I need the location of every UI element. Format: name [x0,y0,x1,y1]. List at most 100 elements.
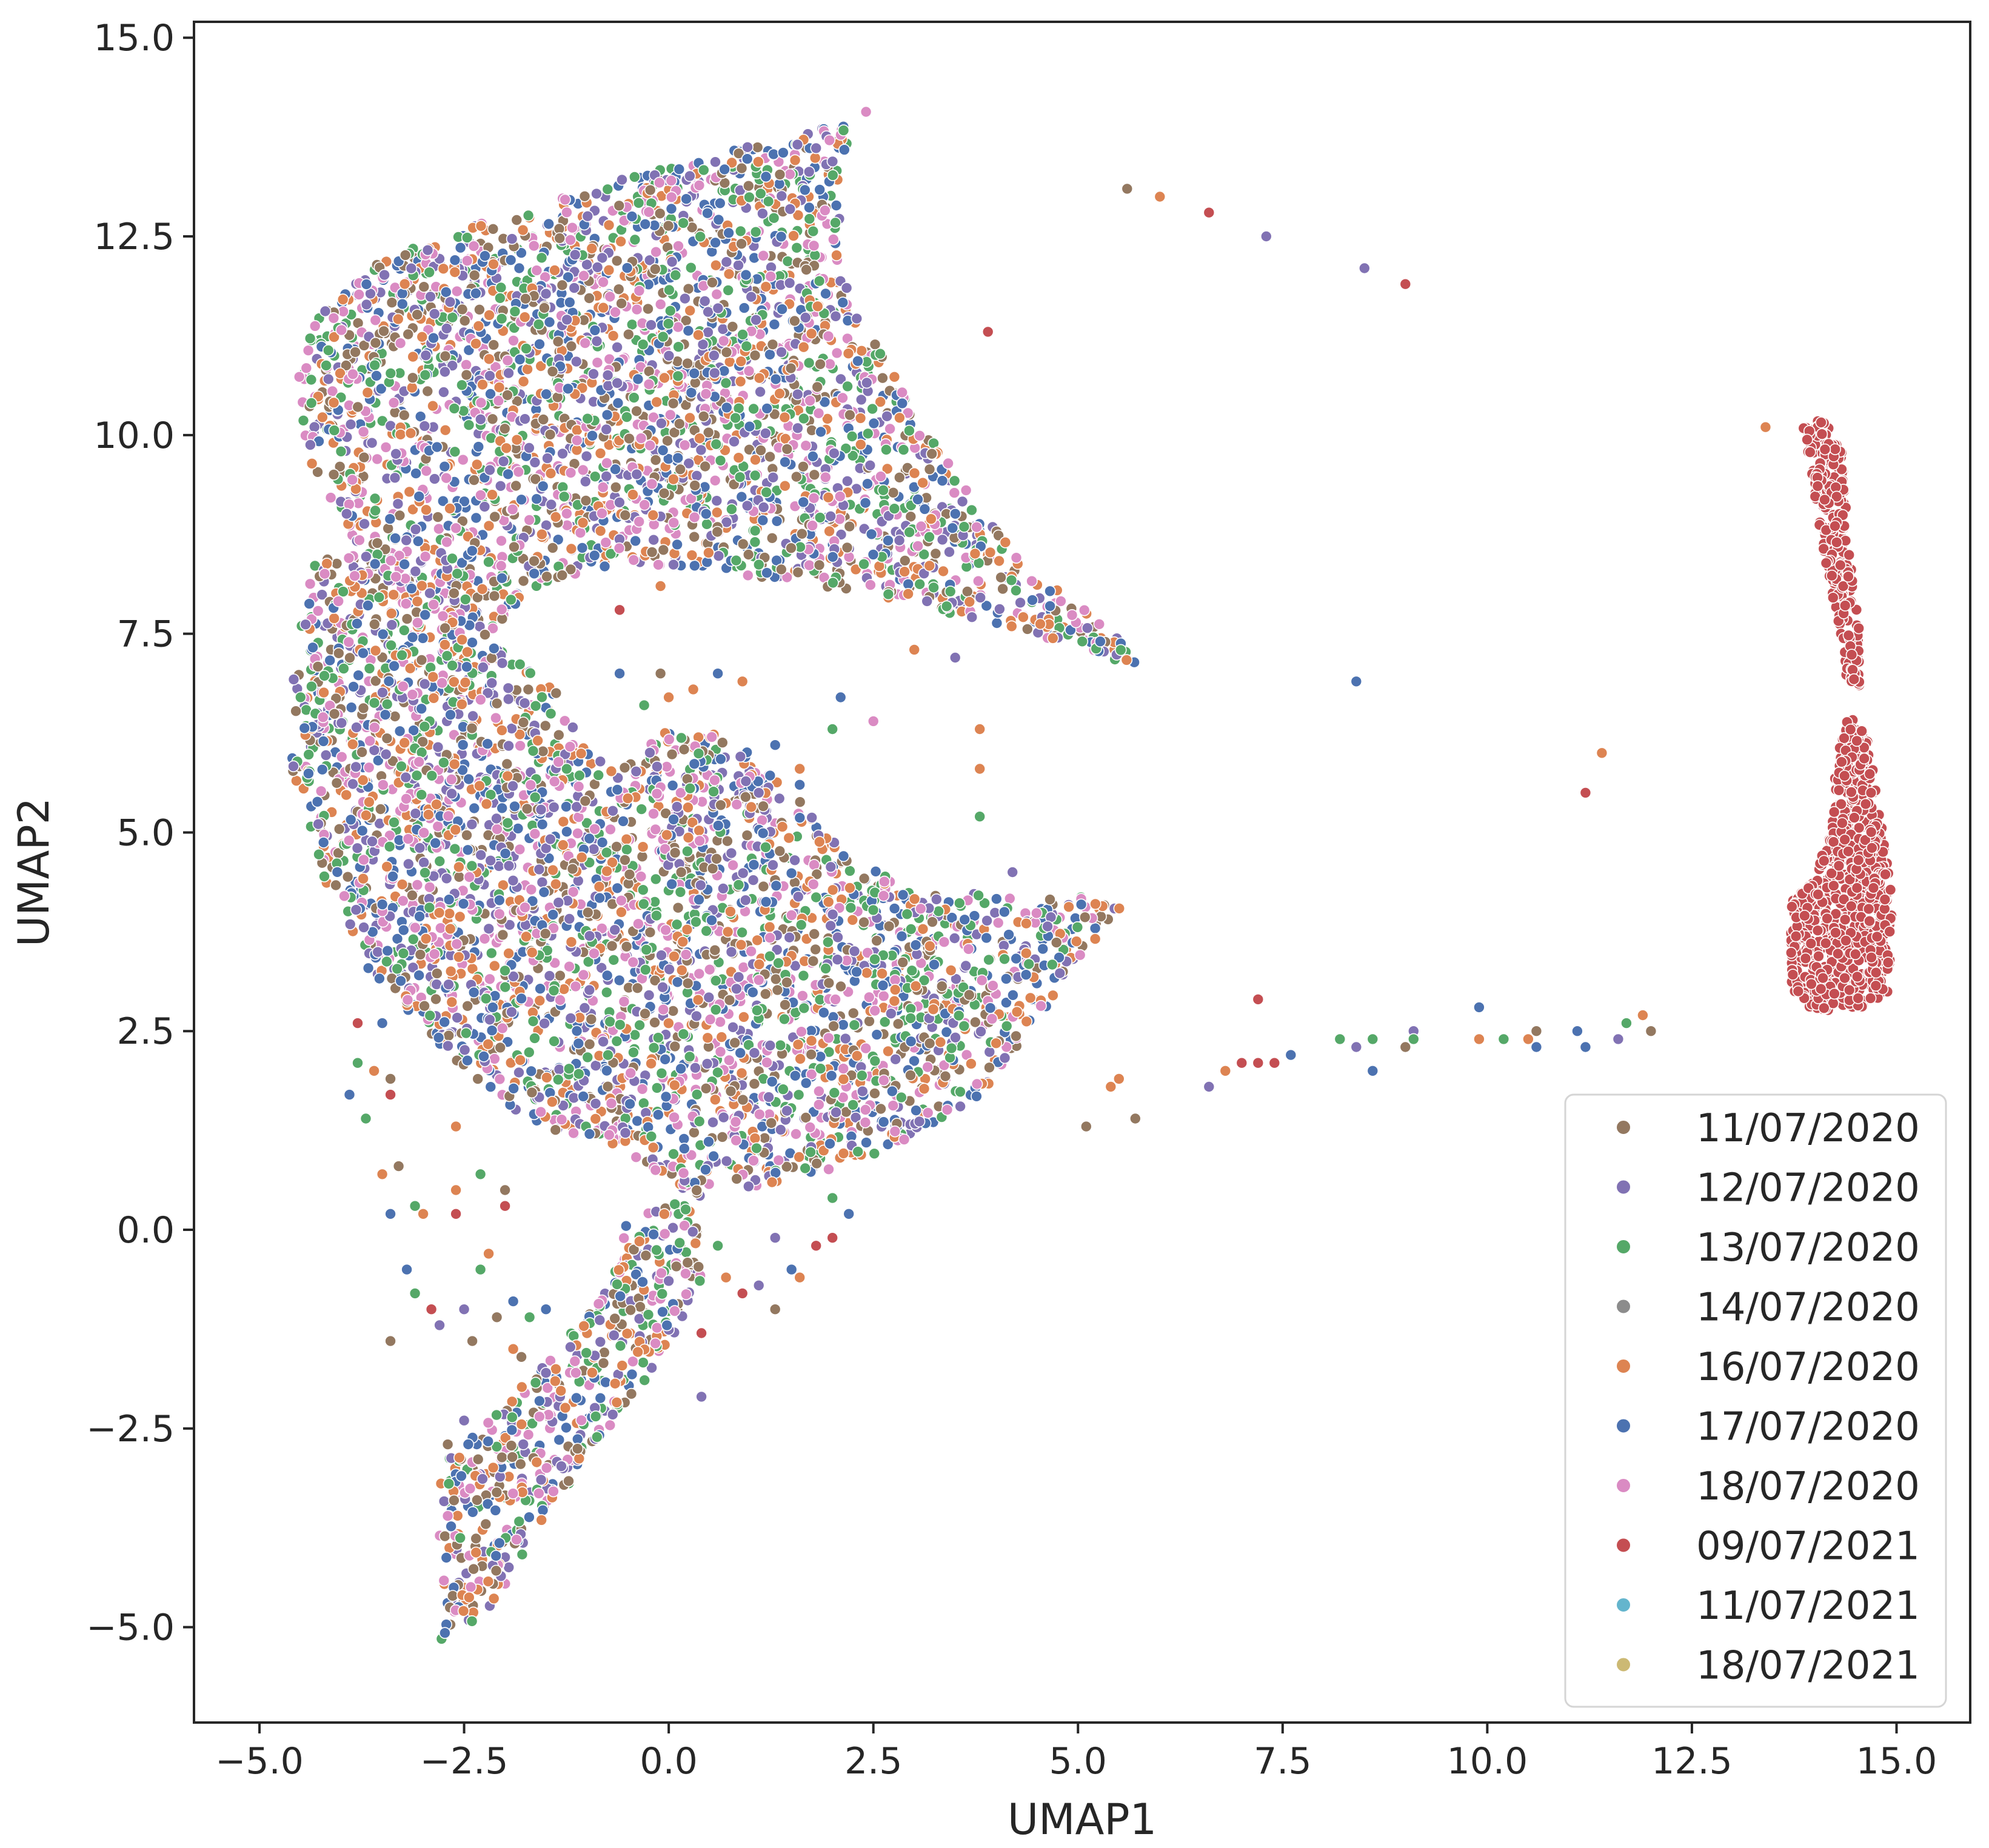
data-point [688,367,700,379]
data-point [628,392,640,404]
data-point [721,401,733,414]
data-point [631,1115,643,1127]
data-point [484,1081,497,1093]
data-point [837,124,850,136]
data-point [741,499,754,512]
data-point [546,542,559,554]
data-point [915,520,928,533]
data-point [358,518,370,530]
data-point [898,1133,911,1146]
data-point [533,995,546,1007]
data-point [764,349,776,361]
data-point [837,392,849,404]
data-point [600,423,613,436]
data-point [607,330,620,342]
data-point [320,359,332,372]
data-point [327,469,340,481]
data-point [777,147,789,159]
data-point [312,465,324,478]
data-point [958,521,971,533]
data-point [655,417,667,430]
data-point [530,493,543,505]
data-point [489,510,501,523]
data-point [452,951,465,963]
data-point [352,669,365,681]
data-point [420,349,432,362]
data-point [791,241,803,254]
data-point [814,358,826,370]
data-point [966,504,978,516]
data-point [597,276,609,289]
data-point [734,225,747,238]
data-point [353,534,366,547]
data-point [682,801,694,813]
data-point [400,534,413,547]
data-point [500,442,513,455]
data-point [674,418,686,430]
data-point [754,385,766,398]
data-point [410,467,422,479]
data-point [670,918,683,931]
data-point [1010,584,1022,597]
data-point [626,210,638,222]
data-point [488,1053,501,1065]
data-point [998,906,1011,918]
data-point [912,540,924,552]
data-point [734,471,746,484]
data-point [621,262,633,274]
data-point [411,309,424,321]
data-point [409,523,422,536]
data-point [815,425,827,438]
data-point [969,547,981,560]
data-point [668,1111,680,1124]
data-point [347,681,359,693]
data-point [737,329,749,341]
data-point [820,471,832,484]
data-point [726,321,739,333]
data-point [709,474,721,487]
data-point [867,417,880,430]
data-point [346,473,359,486]
data-point [677,217,689,229]
data-point [554,969,566,982]
data-point [588,549,601,562]
data-point [1010,552,1023,564]
data-point [502,468,514,481]
data-point [561,826,573,838]
data-point [605,1097,618,1110]
data-point [371,453,384,465]
data-point [535,360,547,372]
data-point [405,262,418,275]
data-point [649,454,662,466]
data-point [709,156,721,168]
data-point [809,152,821,164]
data-point [684,170,696,182]
data-point [914,429,926,442]
data-point [730,554,743,567]
data-point [776,303,788,315]
data-point [682,324,695,337]
data-point [706,276,718,289]
data-point [667,1005,680,1017]
data-point [707,786,720,798]
data-point [775,563,787,576]
data-point [711,525,724,538]
data-point [649,1016,661,1029]
data-point [495,312,508,325]
data-point [825,1070,838,1082]
data-point [667,516,680,529]
data-point [394,428,407,441]
data-point [991,893,1003,905]
data-point [613,974,626,987]
data-point [844,409,856,421]
data-point [370,370,383,382]
data-point [791,138,804,151]
data-point [792,566,804,579]
data-point [844,865,856,877]
data-point [972,575,984,587]
data-point [411,595,424,608]
data-point [887,486,900,499]
data-point [701,207,714,219]
data-point [517,575,530,587]
data-point [767,148,780,161]
